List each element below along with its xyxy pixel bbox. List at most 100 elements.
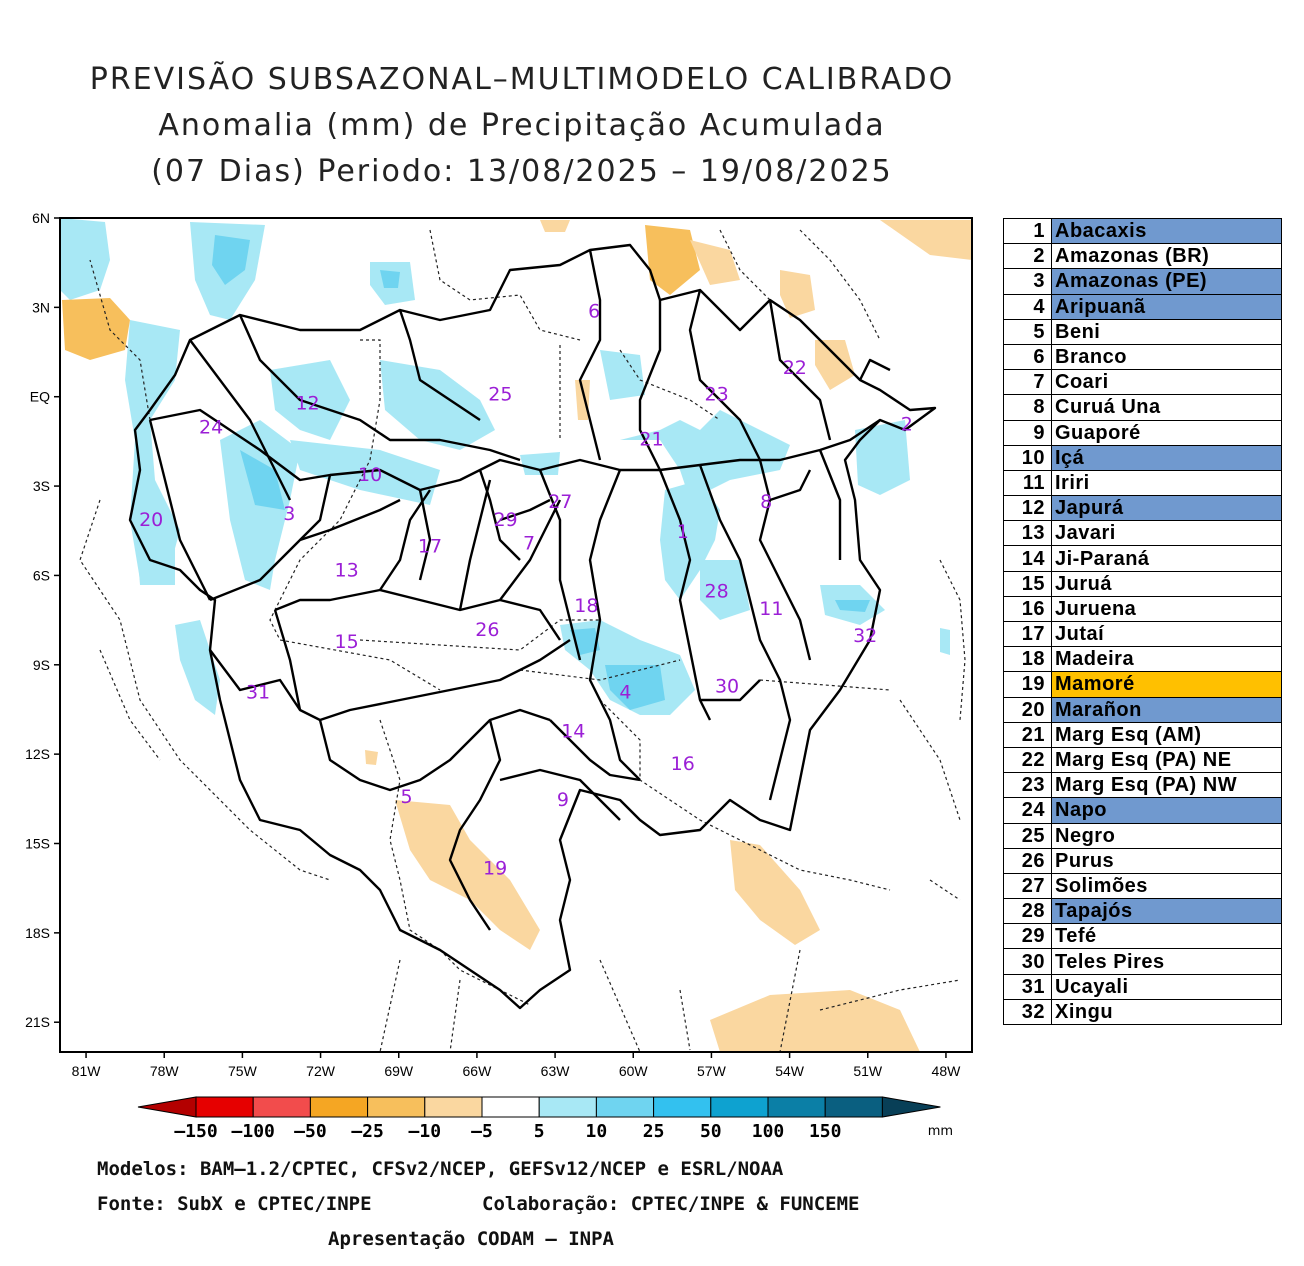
anomaly-patch-positive <box>380 360 495 450</box>
lon-label: 78W <box>150 1063 180 1079</box>
anomaly-patch-positive <box>605 665 665 710</box>
basin-label-32: 32 <box>853 625 877 647</box>
legend-row: 30 Teles Pires <box>1003 948 1282 975</box>
anomaly-patch-negative <box>780 270 815 318</box>
lat-label: 6N <box>32 210 50 226</box>
legend-number: 25 <box>1003 822 1052 849</box>
colorbar-segment <box>653 1096 712 1118</box>
basin-label-11: 11 <box>759 598 783 620</box>
colorbar-segment <box>767 1096 826 1118</box>
colorbar-label: 150 <box>809 1121 842 1142</box>
anomaly-patch-positive <box>835 600 870 612</box>
colorbar-segment <box>424 1096 483 1118</box>
legend-basin-name: Javari <box>1051 520 1282 547</box>
legend-row: 16 Juruena <box>1003 595 1282 623</box>
legend-row: 29 Tefé <box>1003 923 1282 950</box>
legend-number: 16 <box>1003 595 1052 623</box>
lat-label: 15S <box>25 836 50 852</box>
legend-number: 2 <box>1003 243 1052 270</box>
legend-basin-name: Coari <box>1051 369 1282 396</box>
basin-label-25: 25 <box>488 384 512 406</box>
basin-label-10: 10 <box>358 464 382 486</box>
anomaly-patch-positive <box>940 628 950 655</box>
colorbar-label: –50 <box>294 1121 327 1142</box>
legend-basin-name: Ji-Paraná <box>1051 545 1282 572</box>
legend-basin-name: Marañon <box>1051 696 1282 723</box>
legend-row: 18 Madeira <box>1003 646 1282 673</box>
legend-number: 21 <box>1003 721 1052 748</box>
footer-collaboration: Colaboração: CPTEC/INPE & FUNCEME <box>482 1193 860 1215</box>
colorbar-label: 50 <box>700 1121 722 1142</box>
legend-number: 26 <box>1003 847 1052 874</box>
legend-row: 14 Ji-Paraná <box>1003 545 1282 572</box>
legend-number: 9 <box>1003 419 1052 446</box>
basin-label-6: 6 <box>588 300 600 322</box>
anomaly-patch-positive <box>700 560 750 620</box>
colorbar-segment <box>595 1096 655 1118</box>
basin-labels: 1234567891011121314151617181920212223242… <box>139 300 913 879</box>
anomaly-patch-negative <box>730 840 820 945</box>
legend-basin-name: Ucayali <box>1051 973 1282 1000</box>
legend-number: 27 <box>1003 872 1052 900</box>
legend-row: 32 Xingu <box>1003 998 1282 1026</box>
legend-number: 18 <box>1003 646 1052 673</box>
basin-label-17: 17 <box>418 536 442 558</box>
legend-basin-name: Juruá <box>1051 570 1282 597</box>
colorbar-label: –5 <box>471 1121 493 1142</box>
legend-number: 29 <box>1003 923 1052 950</box>
legend-row: 20 Marañon <box>1003 696 1282 723</box>
footer-source: Fonte: SubX e CPTEC/INPE <box>97 1193 372 1215</box>
title-line-3: (07 Dias) Periodo: 13/08/2025 – 19/08/20… <box>151 154 893 189</box>
colorbar-label: 10 <box>586 1121 608 1142</box>
basin-label-29: 29 <box>493 509 517 531</box>
legend-number: 19 <box>1003 671 1052 698</box>
colorbar-low-triangle <box>137 1096 197 1118</box>
legend-basin-name: Juruena <box>1051 595 1282 623</box>
legend-basin-name: Guaporé <box>1051 419 1282 446</box>
legend-row: 7 Coari <box>1003 369 1282 396</box>
colorbar-segment <box>481 1096 540 1118</box>
basin-label-13: 13 <box>335 559 359 581</box>
legend-basin-name: Curuá Una <box>1051 394 1282 421</box>
map-frame <box>59 217 973 1053</box>
anomaly-patch-positive <box>600 350 645 400</box>
lon-label: 54W <box>775 1063 805 1079</box>
legend-row: 1 Abacaxis <box>1003 217 1282 245</box>
legend-basin-name: Madeira <box>1051 646 1282 673</box>
basin-label-21: 21 <box>639 428 663 450</box>
lat-label: 12S <box>25 746 50 762</box>
basin-label-14: 14 <box>561 720 585 742</box>
lat-label: 6S <box>33 567 50 583</box>
legend-number: 5 <box>1003 318 1052 345</box>
anomaly-patch-positive <box>380 270 400 288</box>
legend-basin-name: Purus <box>1051 847 1282 874</box>
legend-row: 28 Tapajós <box>1003 898 1282 925</box>
legend-row: 8 Curuá Una <box>1003 394 1282 421</box>
legend-row: 25 Negro <box>1003 822 1282 849</box>
legend-number: 23 <box>1003 772 1052 799</box>
legend-number: 32 <box>1003 998 1052 1026</box>
anomaly-patch-negative <box>880 220 972 260</box>
lon-label: 72W <box>306 1063 336 1079</box>
anomaly-patch-positive <box>855 420 910 495</box>
colorbar-unit: mm <box>928 1124 953 1139</box>
legend-number: 17 <box>1003 620 1052 648</box>
basin-label-30: 30 <box>715 676 739 698</box>
legend-number: 11 <box>1003 469 1052 497</box>
legend-row: 24 Napo <box>1003 797 1282 824</box>
anomaly-map: 6N 3N EQ 3S 6S 9S 12S 15S 18S 21S 81W 78W 75W 72W 69W… <box>25 210 973 1142</box>
anomaly-patch-positive <box>520 452 560 475</box>
legend-row: 9 Guaporé <box>1003 419 1282 446</box>
legend-basin-name: Iriri <box>1051 469 1282 497</box>
lon-label: 48W <box>932 1063 962 1079</box>
basin-label-5: 5 <box>401 786 413 808</box>
colorbar-label: –100 <box>232 1121 275 1142</box>
legend-row: 19 Mamoré <box>1003 671 1282 698</box>
footer-presentation: Apresentação CODAM – INPA <box>328 1228 614 1250</box>
basin-label-8: 8 <box>760 491 772 513</box>
anomaly-patch-positive <box>60 218 110 300</box>
legend-basin-name: Branco <box>1051 343 1282 371</box>
lat-label: 3S <box>33 478 50 494</box>
basin-label-4: 4 <box>619 682 631 704</box>
anomaly-patch-positive <box>270 360 350 440</box>
